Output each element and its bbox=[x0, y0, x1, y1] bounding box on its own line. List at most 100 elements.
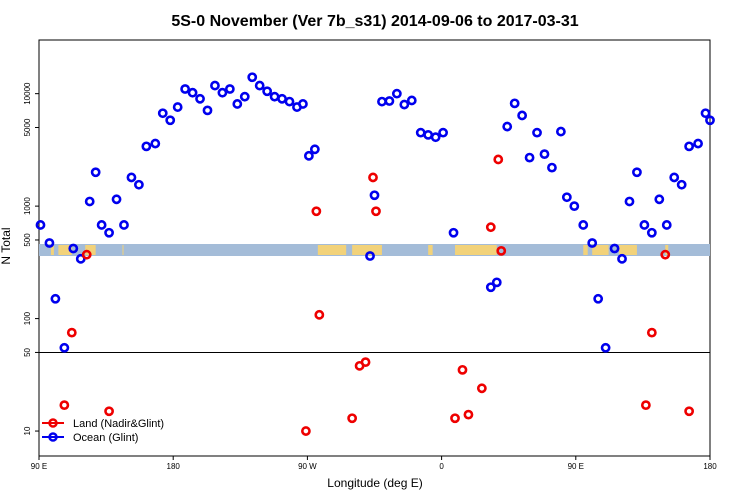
land-point bbox=[457, 364, 468, 375]
ocean-point bbox=[561, 192, 572, 203]
ocean-point bbox=[569, 201, 580, 212]
ocean-point bbox=[600, 342, 611, 353]
land-point bbox=[371, 206, 381, 217]
ocean-point bbox=[96, 220, 107, 230]
land-point bbox=[301, 426, 311, 436]
ocean-point bbox=[517, 110, 528, 121]
y-tick-label: 10000 bbox=[23, 82, 32, 105]
legend-land-marker bbox=[48, 418, 58, 428]
legend-ocean-label: Ocean (Glint) bbox=[73, 432, 138, 444]
x-tick-label: 180 bbox=[703, 462, 717, 471]
ocean-point bbox=[438, 127, 448, 138]
ocean-point bbox=[195, 93, 205, 104]
land-point bbox=[463, 409, 474, 420]
x-axis: 90 E 180 90 W 0 90 E 180 bbox=[31, 456, 717, 471]
legend-land-label: Land (Nadir&Glint) bbox=[73, 418, 164, 430]
ocean-point bbox=[661, 220, 672, 230]
ocean-point bbox=[377, 96, 387, 107]
ocean-point bbox=[587, 238, 598, 248]
ocean-point bbox=[617, 253, 627, 264]
y-axis-label: N Total bbox=[0, 227, 13, 264]
land-point bbox=[450, 413, 460, 424]
y-tick-label: 500 bbox=[23, 233, 32, 247]
map-band-land bbox=[122, 245, 124, 255]
ocean-point bbox=[485, 282, 496, 293]
map-band-land bbox=[455, 245, 497, 255]
ocean-point bbox=[141, 141, 152, 152]
ocean-point bbox=[632, 167, 642, 178]
map-band-land bbox=[317, 245, 347, 255]
ocean-point bbox=[399, 99, 410, 110]
ocean-point bbox=[509, 98, 520, 109]
ocean-point bbox=[35, 220, 46, 230]
ocean-point bbox=[90, 167, 101, 178]
ocean-point bbox=[593, 293, 604, 304]
ocean-point bbox=[491, 277, 502, 288]
land-point bbox=[311, 206, 322, 217]
land-point bbox=[660, 249, 671, 260]
data-points bbox=[35, 72, 715, 436]
x-tick-label: 90 W bbox=[298, 462, 317, 471]
ocean-point bbox=[284, 96, 295, 107]
ocean-point bbox=[369, 190, 380, 201]
ocean-point bbox=[217, 87, 228, 98]
land-point bbox=[81, 249, 92, 260]
map-band-land bbox=[50, 245, 54, 255]
ocean-point bbox=[84, 196, 95, 207]
y-tick-label: 5000 bbox=[23, 118, 32, 136]
ocean-point bbox=[247, 72, 258, 83]
ocean-point bbox=[676, 179, 687, 190]
land-point bbox=[646, 327, 657, 338]
map-band bbox=[39, 244, 710, 256]
map-band-land bbox=[85, 245, 96, 255]
ocean-point bbox=[423, 129, 434, 140]
ocean-point bbox=[224, 84, 235, 94]
ocean-point bbox=[415, 127, 426, 138]
ocean-point bbox=[448, 227, 459, 238]
ocean-point bbox=[59, 342, 70, 353]
ocean-point bbox=[232, 99, 243, 109]
ocean-point bbox=[502, 121, 513, 132]
x-tick-label: 90 E bbox=[31, 462, 47, 471]
ocean-point bbox=[430, 132, 441, 143]
ocean-point bbox=[700, 108, 711, 119]
land-point bbox=[684, 406, 695, 417]
ocean-point bbox=[547, 162, 557, 173]
ocean-point bbox=[624, 196, 635, 207]
land-point bbox=[493, 154, 504, 165]
ocean-point bbox=[180, 84, 191, 94]
y-tick-label: 50 bbox=[23, 347, 32, 356]
ocean-point bbox=[254, 80, 265, 91]
y-axis: 10 50 100 500 1000 5000 10000 bbox=[23, 82, 39, 436]
map-band-land bbox=[352, 245, 382, 255]
x-axis-label: Longitude (deg E) bbox=[327, 476, 422, 490]
ocean-point bbox=[669, 172, 680, 183]
ocean-point bbox=[391, 88, 402, 99]
ocean-point bbox=[104, 227, 114, 238]
map-band-land bbox=[665, 245, 669, 255]
ocean-point bbox=[157, 108, 168, 119]
land-point bbox=[66, 327, 77, 338]
ocean-point bbox=[384, 96, 395, 106]
legend-ocean-marker bbox=[48, 432, 58, 442]
ocean-point bbox=[532, 127, 542, 138]
chart-title: 5S-0 November (Ver 7b_s31) 2014-09-06 to… bbox=[171, 13, 578, 30]
ocean-point bbox=[165, 115, 176, 126]
y-tick-label: 100 bbox=[23, 311, 32, 325]
ocean-point bbox=[68, 243, 79, 254]
ocean-point bbox=[44, 238, 55, 248]
ocean-point bbox=[277, 93, 287, 104]
land-point bbox=[640, 400, 651, 411]
ocean-point bbox=[303, 150, 314, 161]
ocean-point bbox=[150, 138, 161, 149]
ocean-point bbox=[126, 172, 137, 183]
ocean-point bbox=[202, 105, 213, 116]
ocean-point bbox=[705, 115, 715, 126]
land-point bbox=[368, 172, 378, 183]
ocean-point bbox=[262, 86, 273, 97]
ocean-point bbox=[119, 220, 129, 230]
ocean-point bbox=[684, 141, 695, 152]
ocean-point bbox=[309, 144, 320, 155]
land-point bbox=[496, 245, 507, 256]
